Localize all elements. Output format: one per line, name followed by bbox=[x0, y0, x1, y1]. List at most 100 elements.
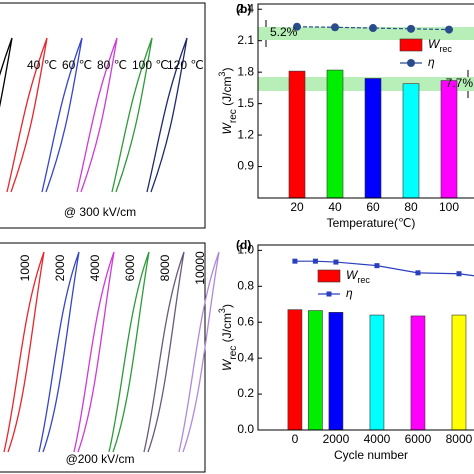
x-tick-label: 2000 bbox=[323, 432, 350, 446]
loop-label: 100 ℃ bbox=[132, 58, 169, 72]
loop-label: 1000 bbox=[18, 254, 32, 281]
loop bbox=[111, 37, 153, 193]
loop bbox=[178, 251, 220, 453]
legend-name: W bbox=[428, 37, 441, 51]
panel-label: (d) bbox=[236, 238, 251, 252]
legend-label: Wrec bbox=[346, 268, 370, 285]
y-axis-label-part: W bbox=[220, 121, 234, 134]
line bbox=[296, 26, 450, 31]
y-tick-label: 0.4 bbox=[237, 350, 254, 364]
eta-band bbox=[258, 27, 474, 40]
y-axis-label-part: 3 bbox=[217, 308, 227, 313]
bar bbox=[328, 312, 344, 431]
y-axis-label: Wrec (J/cm3) bbox=[217, 304, 239, 371]
point bbox=[445, 25, 453, 34]
x-tick-label: 0 bbox=[292, 432, 299, 446]
bar bbox=[326, 69, 344, 199]
y-axis-label-part: rec bbox=[228, 109, 239, 123]
y-axis-label-part: ) bbox=[220, 304, 234, 308]
loop bbox=[0, 37, 13, 108]
loop-label: 10000 bbox=[193, 251, 207, 285]
point bbox=[292, 258, 298, 264]
y-tick-label: 0.0 bbox=[237, 422, 254, 436]
bar bbox=[287, 309, 303, 431]
y-tick-label: 0.9 bbox=[237, 159, 254, 173]
y-tick-label: 1.2 bbox=[237, 127, 254, 141]
x-tick-label: 40 bbox=[328, 200, 342, 214]
loop bbox=[76, 37, 118, 193]
legend-name: η bbox=[346, 286, 353, 300]
loop bbox=[143, 251, 185, 453]
legend-subscript: rec bbox=[439, 44, 452, 54]
plot-frame bbox=[257, 244, 474, 431]
legend-swatch bbox=[317, 269, 341, 283]
loop-label: 120 ℃ bbox=[167, 58, 204, 72]
loop-label: 6000 bbox=[123, 254, 137, 281]
loop-label: 40 ℃ bbox=[27, 58, 57, 72]
condition-label: @200 kV/cm bbox=[66, 452, 135, 466]
y-axis-label-part: 3 bbox=[217, 72, 227, 77]
x-tick-label: 80 bbox=[404, 200, 418, 214]
loop-label: 60 ℃ bbox=[62, 58, 92, 72]
x-axis-label: Temperature(℃) bbox=[327, 216, 416, 230]
loop-label: 4000 bbox=[88, 254, 102, 281]
point bbox=[456, 271, 462, 277]
y-tick-label: 2.1 bbox=[237, 33, 254, 47]
bar bbox=[308, 310, 323, 431]
loop-label: 8000 bbox=[158, 254, 172, 281]
legend-marker bbox=[407, 59, 415, 67]
point bbox=[374, 263, 380, 269]
y-axis-label-part: rec bbox=[228, 346, 239, 360]
loop-label: 2000 bbox=[53, 254, 67, 281]
point bbox=[333, 259, 339, 265]
loop bbox=[73, 251, 115, 453]
y-axis-label-part: (J/cm bbox=[220, 77, 234, 110]
loop bbox=[6, 37, 48, 193]
x-tick-label: 8000 bbox=[446, 432, 473, 446]
loop bbox=[3, 251, 45, 453]
y-tick-label: 0.8 bbox=[237, 278, 254, 292]
x-tick-label: 4000 bbox=[364, 432, 391, 446]
y-tick-label: 1.0 bbox=[237, 243, 254, 257]
annotation: 5.2% bbox=[270, 25, 298, 39]
legend-label: Wrec bbox=[428, 37, 452, 54]
legend-subscript: rec bbox=[357, 275, 370, 285]
x-tick-label: 100 bbox=[439, 200, 459, 214]
loop bbox=[38, 251, 80, 453]
loop bbox=[41, 37, 83, 193]
point bbox=[312, 258, 318, 264]
y-axis-label-part: ) bbox=[220, 68, 234, 72]
bar bbox=[451, 314, 467, 431]
condition-label: @ 300 kV/cm bbox=[64, 205, 136, 219]
legend-name: η bbox=[428, 55, 435, 69]
x-tick-label: 6000 bbox=[405, 432, 432, 446]
y-tick-label: 0.2 bbox=[237, 386, 254, 400]
range-arrows bbox=[265, 20, 469, 98]
legend-name: W bbox=[346, 268, 359, 282]
point bbox=[415, 270, 421, 276]
bar bbox=[410, 315, 426, 431]
y-tick-label: 1.8 bbox=[237, 64, 254, 78]
panel-c-frame bbox=[0, 242, 206, 473]
y-axis-label-part: (J/cm bbox=[220, 313, 234, 346]
plot-frame bbox=[257, 3, 474, 199]
bar bbox=[402, 83, 420, 199]
y-axis-label: Wrec (J/cm3) bbox=[217, 68, 239, 135]
y-tick-label: 0.6 bbox=[237, 314, 254, 328]
legend-label: η bbox=[428, 55, 435, 69]
bar bbox=[369, 314, 385, 431]
point bbox=[369, 24, 377, 33]
point bbox=[293, 22, 301, 31]
y-tick-label: 1.5 bbox=[237, 96, 254, 110]
point bbox=[331, 23, 339, 32]
loop-label: 80 ℃ bbox=[97, 58, 127, 72]
annotation: 7.7% bbox=[446, 76, 474, 90]
loop bbox=[146, 37, 188, 193]
bar bbox=[288, 70, 306, 199]
panel-label: (b) bbox=[236, 2, 251, 16]
legend-swatch bbox=[399, 38, 423, 52]
bar bbox=[364, 78, 382, 199]
bar bbox=[440, 80, 458, 199]
panel-a-frame bbox=[0, 2, 206, 229]
